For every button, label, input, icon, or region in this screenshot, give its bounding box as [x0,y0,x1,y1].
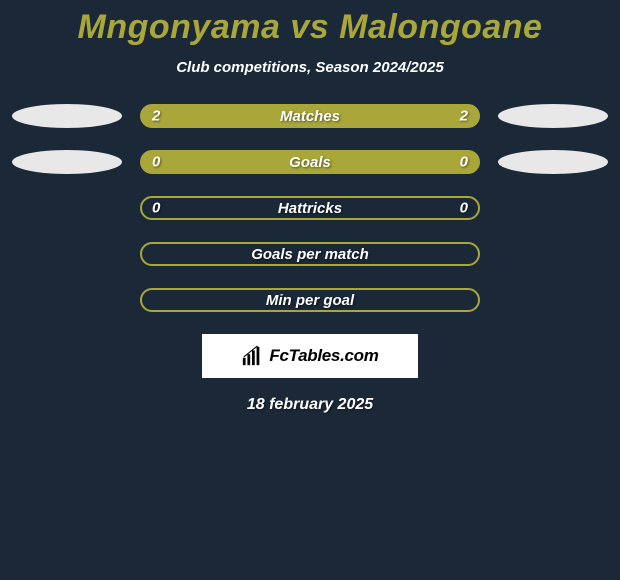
stat-row: 0 Goals 0 [0,150,620,174]
player1-marker [12,150,122,174]
stat-label: Goals per match [251,246,369,263]
stat-bar: 2 Matches 2 [140,104,480,128]
stat-value-right: 2 [460,108,468,125]
branding-box: FcTables.com [202,334,418,378]
player1-marker [12,104,122,128]
stat-value-left: 0 [152,154,160,171]
stat-value-left: 0 [152,200,160,217]
stat-row: 0 Hattricks 0 [0,196,620,220]
stat-bar: 0 Goals 0 [140,150,480,174]
stat-value-left: 2 [152,108,160,125]
stat-bar: Goals per match [140,242,480,266]
player2-marker [498,104,608,128]
stat-rows: 2 Matches 2 0 Goals 0 0 Hattricks 0 Goals per mat… [0,104,620,312]
player2-name: Malongoane [339,8,542,46]
stat-bar: Min per goal [140,288,480,312]
branding-text: FcTables.com [269,346,378,366]
comparison-card: Mngonyama vs Malongoane Club competition… [0,0,620,414]
stat-label: Matches [280,108,340,125]
stat-row: Goals per match [0,242,620,266]
vs-separator: vs [290,8,329,46]
player1-name: Mngonyama [78,8,281,46]
stat-bar: 0 Hattricks 0 [140,196,480,220]
subtitle: Club competitions, Season 2024/2025 [0,59,620,76]
stat-label: Min per goal [266,292,354,309]
player2-marker [498,150,608,174]
stat-value-right: 0 [460,154,468,171]
stat-label: Hattricks [278,200,342,217]
stat-row: Min per goal [0,288,620,312]
snapshot-date: 18 february 2025 [0,396,620,414]
page-title: Mngonyama vs Malongoane [0,8,620,47]
stat-row: 2 Matches 2 [0,104,620,128]
chart-icon [241,345,263,367]
stat-label: Goals [289,154,331,171]
stat-value-right: 0 [460,200,468,217]
